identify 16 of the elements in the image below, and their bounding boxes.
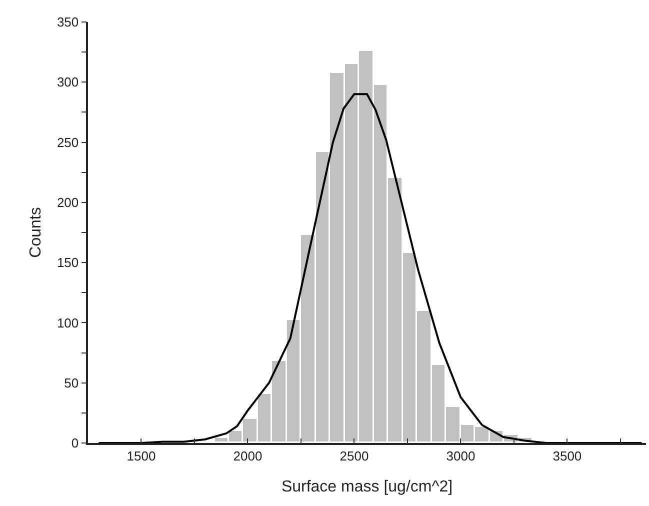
x-tick-label: 3500 — [552, 448, 582, 464]
y-tick-label: 200 — [56, 194, 79, 210]
x-tick-label: 3000 — [446, 448, 476, 464]
y-axis-title: Counts — [27, 207, 44, 258]
y-tick-label: 350 — [56, 14, 79, 30]
x-tick-label: 2500 — [340, 448, 369, 464]
line-series — [98, 93, 643, 443]
y-tick-label: 250 — [56, 134, 79, 150]
y-tick-label: 150 — [56, 255, 79, 270]
y-tick-label: 300 — [56, 74, 79, 90]
y-tick-label: 50 — [64, 375, 79, 390]
y-tick-label: 0 — [71, 436, 79, 451]
x-axis-title: Surface mass [ug/cm^2] — [281, 478, 453, 496]
x-tick-label: 2000 — [233, 448, 262, 464]
y-tick-label: 100 — [56, 315, 79, 330]
x-tick-label: 1500 — [126, 448, 156, 464]
